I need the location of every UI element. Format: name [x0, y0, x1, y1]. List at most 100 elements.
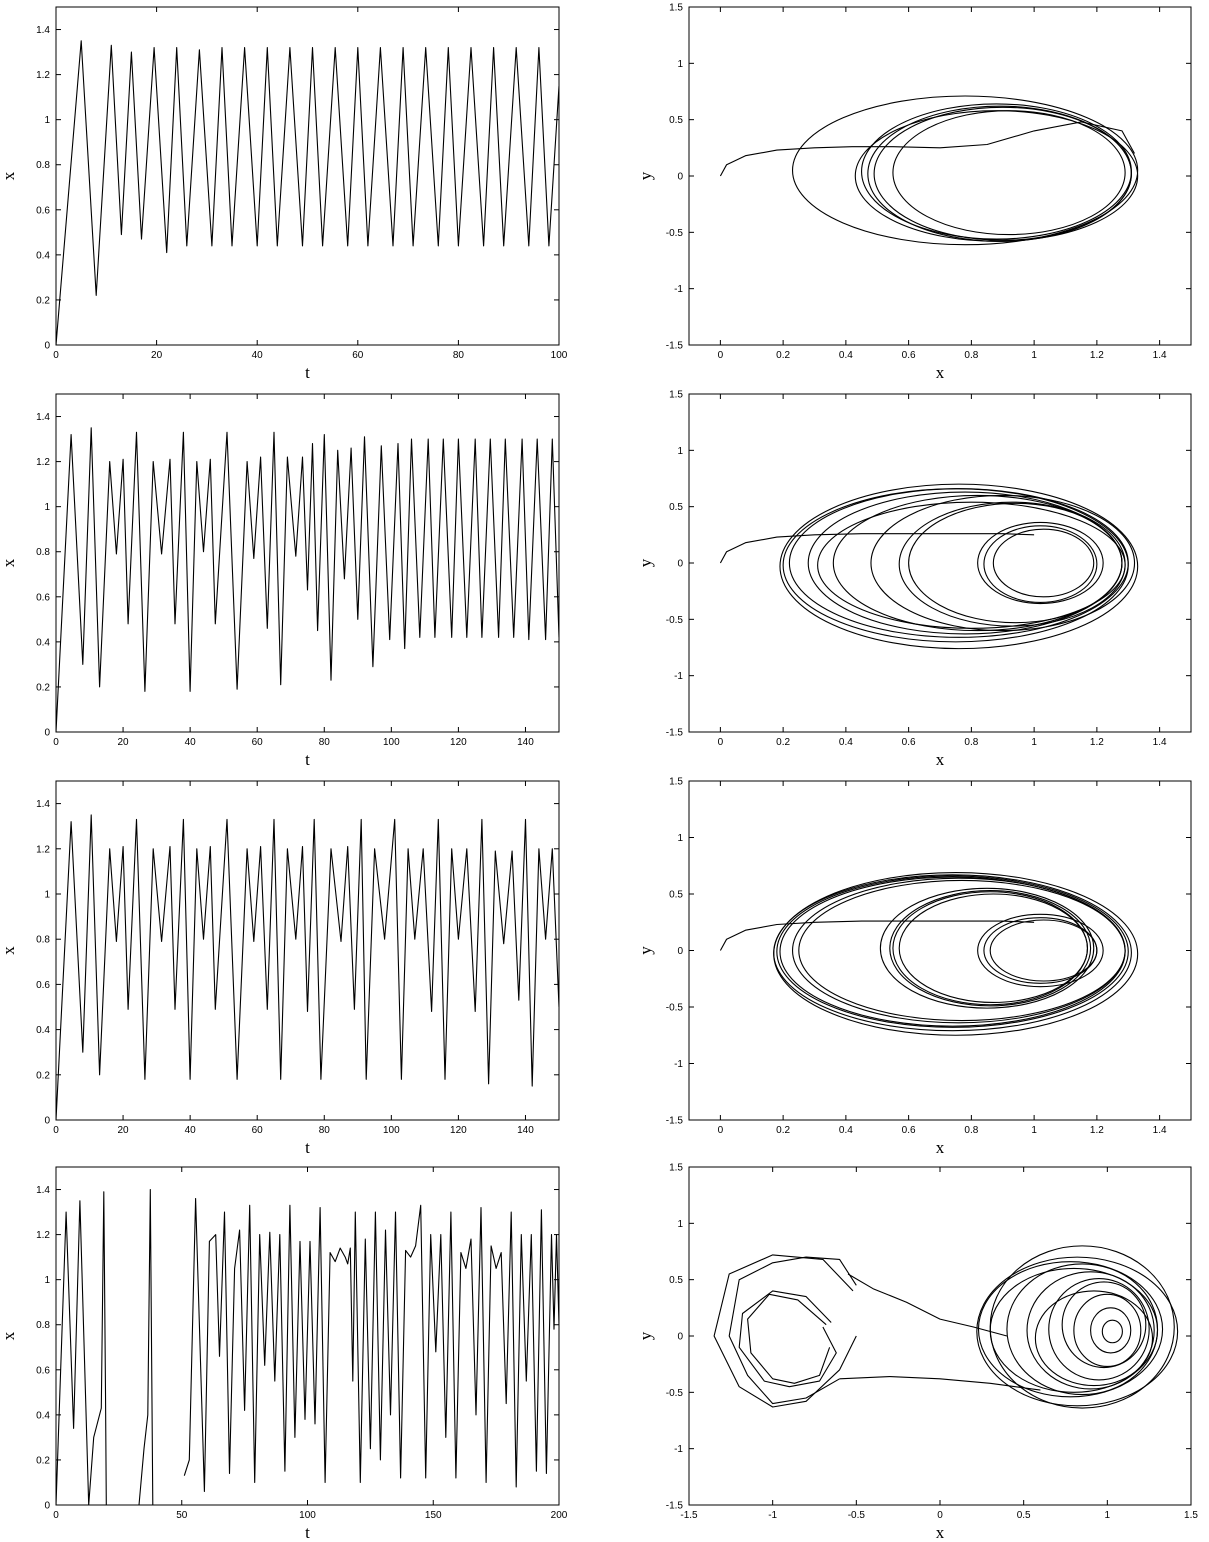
y-tick-label: -1 — [674, 671, 683, 682]
y-tick-label: 1 — [677, 446, 683, 457]
y-axis-label: x — [0, 171, 18, 180]
x-axis-label: x — [936, 1523, 945, 1542]
y-tick-label: 1.2 — [36, 844, 50, 855]
x-tick-label: 20 — [151, 350, 163, 361]
y-tick-label: 1.4 — [36, 799, 50, 810]
y-tick-label: 1 — [44, 115, 50, 126]
x-tick-label: 80 — [319, 737, 331, 748]
plot-area — [56, 1188, 559, 1505]
x-tick-label: 0 — [53, 1510, 59, 1521]
x-tick-label: 1.2 — [1090, 737, 1104, 748]
x-tick-label: 1.4 — [1153, 350, 1167, 361]
x-tick-label: 0.4 — [839, 350, 853, 361]
y-tick-label: 0 — [44, 341, 50, 352]
y-tick-label: 0 — [44, 1116, 50, 1127]
x-tick-label: 0.2 — [776, 350, 790, 361]
trajectory-loop — [873, 106, 1132, 241]
x-tick-label: 40 — [252, 350, 264, 361]
y-tick-label: 1.5 — [669, 390, 683, 401]
x-tick-label: 100 — [551, 350, 568, 361]
x-tick-label: 100 — [299, 1510, 316, 1521]
y-tick-label: 0 — [677, 172, 683, 183]
y-tick-label: 0.5 — [669, 115, 683, 126]
y-tick-label: 0.2 — [36, 1455, 50, 1466]
plot-area — [719, 95, 1139, 246]
x-tick-label: 0 — [53, 1125, 59, 1136]
x-tick-label: 0.2 — [776, 1125, 790, 1136]
y-tick-label: 0 — [677, 946, 683, 957]
series-line — [56, 40, 559, 345]
y-tick-label: 0 — [677, 1332, 683, 1343]
x-tick-label: 0 — [718, 737, 724, 748]
y-tick-label: 0.6 — [36, 592, 50, 603]
x-tick-label: 0.6 — [902, 737, 916, 748]
trajectory-loop — [776, 875, 1129, 1028]
y-axis-label: x — [0, 946, 18, 955]
y-tick-label: 0.5 — [669, 502, 683, 513]
trajectory-curve — [747, 1293, 831, 1384]
trajectory-curve — [738, 1290, 837, 1388]
plot-frame — [55, 393, 560, 733]
x-tick-label: 150 — [425, 1510, 442, 1521]
y-tick-label: -1 — [674, 1059, 683, 1070]
y-tick-label: 0.8 — [36, 160, 50, 171]
plot-area — [719, 483, 1139, 650]
x-axis-label: t — [305, 1138, 310, 1157]
x-tick-label: 40 — [185, 737, 197, 748]
trajectory-curve — [719, 533, 1035, 564]
y-tick-label: 0.6 — [36, 205, 50, 216]
plot-frame — [688, 6, 1192, 346]
y-tick-label: -0.5 — [666, 1003, 684, 1014]
x-tick-label: 140 — [517, 1125, 534, 1136]
y-tick-label: 0.8 — [36, 547, 50, 558]
trajectory-loop — [989, 1245, 1175, 1409]
x-tick-label: 20 — [118, 1125, 130, 1136]
trajectory-loop — [1048, 1277, 1150, 1381]
y-axis-label: x — [0, 1331, 18, 1340]
x-axis-label: x — [936, 750, 945, 769]
trajectory-loop — [892, 110, 1126, 236]
x-tick-label: -1 — [768, 1510, 777, 1521]
y-tick-label: 0.2 — [36, 1070, 50, 1081]
trajectory-loop — [1061, 1281, 1147, 1369]
plot-frame — [688, 1166, 1192, 1506]
plot-frame — [688, 780, 1192, 1121]
trajectory-loop — [1073, 1293, 1142, 1367]
x-tick-label: 200 — [551, 1510, 568, 1521]
y-tick-label: -1.5 — [666, 341, 684, 352]
trajectory-loop — [889, 890, 1092, 1007]
y-tick-label: 0.5 — [669, 890, 683, 901]
trajectory-loop — [1034, 1290, 1154, 1387]
x-tick-label: 0.8 — [964, 737, 978, 748]
trajectory-curve — [847, 1273, 1008, 1337]
y-axis-label: x — [0, 558, 18, 567]
trajectory-curve — [839, 1376, 1041, 1391]
series-line — [56, 1188, 559, 1505]
trajectory-loop — [779, 483, 1139, 650]
y-axis-label: y — [636, 946, 655, 955]
y-tick-label: -0.5 — [666, 615, 684, 626]
x-tick-label: 100 — [383, 1125, 400, 1136]
trajectory-loop — [898, 893, 1089, 1004]
x-tick-label: 1.5 — [1184, 1510, 1198, 1521]
y-tick-label: -1 — [674, 284, 683, 295]
trajectory-loop — [870, 494, 1136, 632]
y-tick-label: 0 — [44, 728, 50, 739]
x-tick-label: 0 — [718, 350, 724, 361]
y-tick-label: 1 — [44, 890, 50, 901]
y-tick-label: 0.4 — [36, 1410, 50, 1421]
x-tick-label: 50 — [176, 1510, 188, 1521]
y-tick-label: 0.8 — [36, 935, 50, 946]
panel-2: 0 0.2 0.4 0.6 0.8 1 1.2 1.4 -1.5 -1 -0.5 0 0.5 1 1.5 x y — [636, 3, 1192, 382]
y-tick-label: -0.5 — [666, 228, 684, 239]
trajectory-loop — [977, 521, 1104, 605]
series-line — [56, 427, 559, 732]
trajectory-loop — [989, 919, 1098, 982]
panel-5: 0 20 40 60 80 100 120 140 0 0.2 0.4 0.6 0.8 1 1.2 1.4 t x — [0, 780, 560, 1157]
trajectory-curve — [713, 1254, 857, 1408]
y-tick-label: 0.6 — [36, 980, 50, 991]
trajectory-loop — [879, 887, 1095, 1009]
x-tick-label: 40 — [185, 1125, 197, 1136]
y-tick-label: 1.2 — [36, 457, 50, 468]
trajectory-curve — [719, 920, 1035, 951]
